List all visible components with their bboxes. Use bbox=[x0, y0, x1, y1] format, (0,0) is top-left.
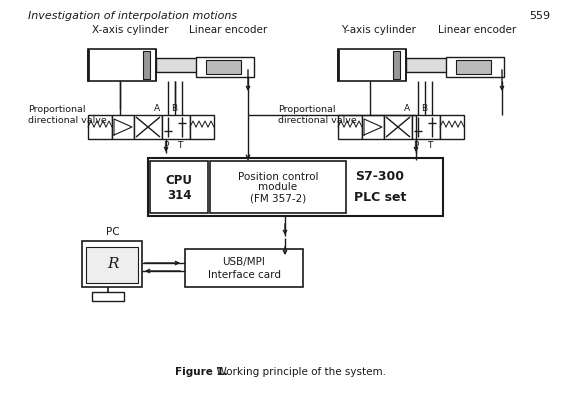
Bar bbox=[112, 115, 134, 139]
Bar bbox=[82, 241, 142, 287]
Text: USB/MPI: USB/MPI bbox=[223, 257, 265, 267]
Bar bbox=[92, 292, 124, 301]
Polygon shape bbox=[364, 119, 382, 135]
Text: S7-300: S7-300 bbox=[355, 170, 404, 183]
Bar bbox=[384, 115, 412, 139]
Bar bbox=[406, 58, 451, 72]
Text: A: A bbox=[154, 104, 160, 113]
Bar bbox=[190, 115, 214, 139]
Text: 559: 559 bbox=[529, 11, 550, 21]
Bar bbox=[185, 249, 303, 287]
Bar bbox=[393, 51, 400, 79]
Text: T: T bbox=[428, 141, 433, 150]
Bar bbox=[88, 115, 112, 139]
Text: PLC set: PLC set bbox=[354, 191, 406, 204]
Bar bbox=[150, 161, 208, 213]
Text: Figure 1.: Figure 1. bbox=[175, 367, 228, 377]
Text: Proportional
directional valve: Proportional directional valve bbox=[278, 105, 357, 125]
Text: Proportional
directional valve: Proportional directional valve bbox=[28, 105, 107, 125]
Bar bbox=[206, 60, 241, 74]
Text: 314: 314 bbox=[167, 189, 191, 202]
Text: Investigation of interpolation motions: Investigation of interpolation motions bbox=[28, 11, 237, 21]
Text: T: T bbox=[177, 141, 183, 150]
Bar bbox=[456, 60, 491, 74]
Text: (FM 357-2): (FM 357-2) bbox=[250, 194, 306, 203]
Text: Y-axis cylinder: Y-axis cylinder bbox=[340, 25, 415, 35]
Text: Linear encoder: Linear encoder bbox=[438, 25, 516, 35]
Text: Position control: Position control bbox=[238, 172, 319, 182]
Text: R: R bbox=[107, 257, 119, 271]
Text: Working principle of the system.: Working principle of the system. bbox=[210, 367, 386, 377]
Bar bbox=[148, 158, 443, 216]
Bar bbox=[134, 115, 162, 139]
Text: CPU: CPU bbox=[166, 174, 193, 187]
Bar bbox=[446, 57, 504, 77]
Text: A: A bbox=[404, 104, 410, 113]
Text: P: P bbox=[413, 141, 419, 150]
Bar bbox=[162, 115, 190, 139]
Bar bbox=[210, 161, 346, 213]
Bar bbox=[338, 49, 406, 81]
Bar bbox=[362, 115, 384, 139]
Text: Linear encoder: Linear encoder bbox=[189, 25, 267, 35]
Text: X-axis cylinder: X-axis cylinder bbox=[92, 25, 168, 35]
Text: module: module bbox=[258, 182, 298, 192]
Bar bbox=[338, 115, 362, 139]
Bar bbox=[412, 115, 440, 139]
Bar bbox=[143, 51, 150, 79]
Text: B: B bbox=[171, 104, 177, 113]
Bar bbox=[88, 49, 156, 81]
Text: P: P bbox=[163, 141, 168, 150]
Text: B: B bbox=[421, 104, 427, 113]
Text: PC: PC bbox=[106, 227, 120, 237]
Text: Interface card: Interface card bbox=[208, 270, 280, 280]
Bar bbox=[440, 115, 464, 139]
Bar bbox=[156, 58, 201, 72]
Bar bbox=[86, 247, 138, 283]
Bar bbox=[196, 57, 254, 77]
Polygon shape bbox=[114, 119, 132, 135]
